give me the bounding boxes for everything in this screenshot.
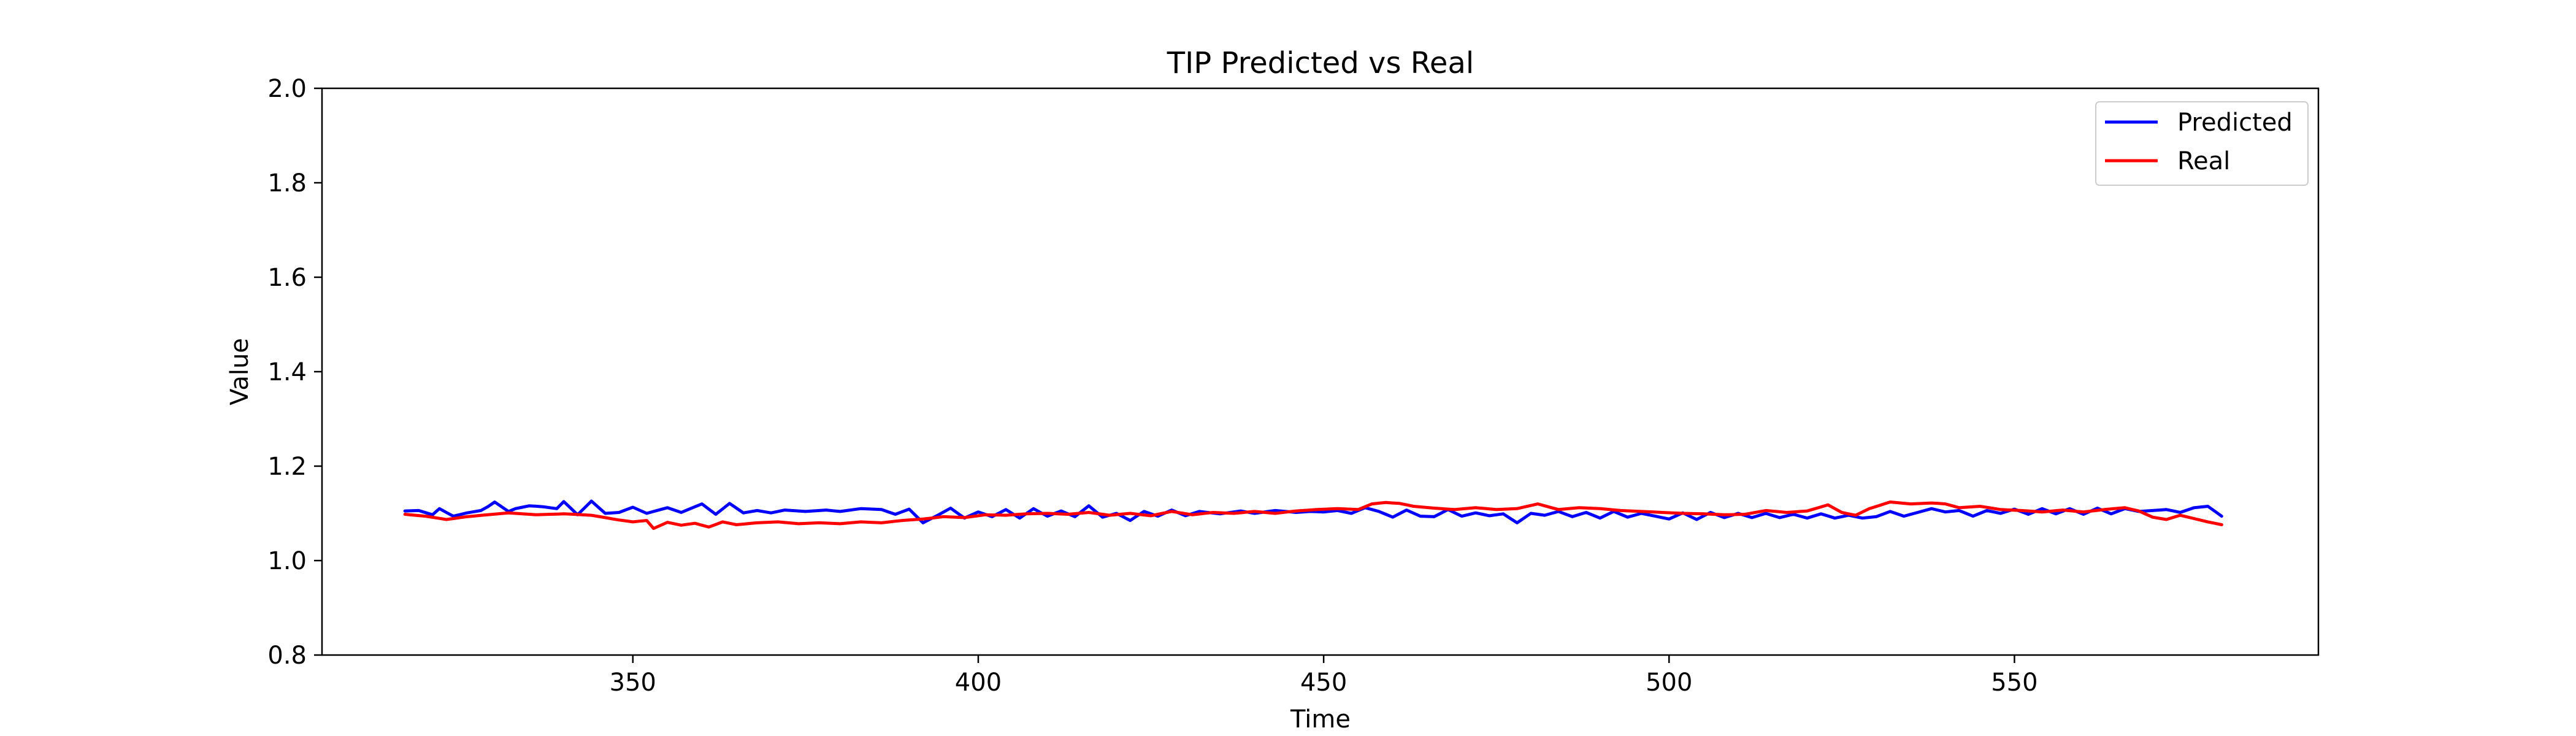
chart-title: TIP Predicted vs Real	[1167, 46, 1474, 80]
x-tick-label: 500	[1646, 669, 1692, 697]
legend-label-predicted: Predicted	[2177, 109, 2293, 137]
x-tick-label: 400	[955, 669, 1002, 697]
plot-frame	[321, 87, 2320, 656]
y-tick-label: 1.6	[267, 264, 307, 292]
x-tick-label: 550	[1991, 669, 2037, 697]
x-axis: Time 350 400 450 500 550	[610, 655, 2038, 734]
y-ticks: 0.8 1.0 1.2 1.4 1.6 1.8 2.0	[267, 75, 322, 670]
x-axis-title: Time	[1290, 705, 1351, 734]
y-tick-label: 0.8	[267, 642, 307, 670]
x-tick-label: 450	[1300, 669, 1347, 697]
y-axis: Value 0.8 1.0 1.2 1.4 1.6 1.8 2.0	[226, 75, 322, 670]
y-tick-label: 1.8	[267, 169, 307, 197]
y-tick-label: 1.4	[267, 358, 307, 386]
series-lines	[403, 499, 2223, 531]
series-line-predicted	[403, 499, 2223, 524]
series-line-real	[403, 500, 2223, 531]
x-tick-label: 350	[610, 669, 656, 697]
legend: Predicted Real	[2095, 101, 2309, 186]
legend-label-real: Real	[2177, 147, 2230, 175]
y-axis-title: Value	[226, 338, 254, 405]
y-tick-label: 2.0	[267, 75, 307, 103]
y-tick-label: 1.0	[267, 547, 307, 575]
x-ticks: 350 400 450 500 550	[610, 655, 2038, 697]
y-tick-label: 1.2	[267, 453, 307, 481]
